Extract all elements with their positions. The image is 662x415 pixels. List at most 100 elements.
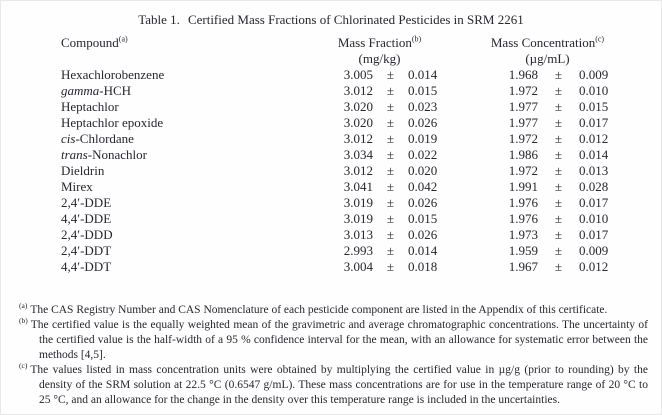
footnote-c-text: The values listed in mass concentration … <box>30 364 648 406</box>
compound-italic-prefix: cis <box>61 131 76 146</box>
mass-concentration-uncertainty: 0.017 <box>579 115 609 130</box>
table-body: Hexachlorobenzene 3.005 ± 0.014 1.968 ± … <box>61 67 619 275</box>
plus-minus-sign: ± <box>554 243 563 258</box>
mass-fraction-value: 3.005 <box>343 67 373 82</box>
compound-name: Dieldrin <box>61 163 105 178</box>
footnote-a-marker: (a) <box>19 301 28 311</box>
mass-concentration-uncertainty: 0.009 <box>579 243 609 258</box>
mass-concentration-value: 1.991 <box>508 179 538 194</box>
plus-minus-sign: ± <box>554 179 563 194</box>
column-gap <box>448 115 498 131</box>
mass-fraction-value: 3.034 <box>343 147 373 162</box>
mass-concentration-uncertainty: 0.017 <box>579 227 609 242</box>
mass-concentration-uncertainty: 0.013 <box>579 163 609 178</box>
column-gap <box>448 195 498 211</box>
column-gap <box>448 131 498 147</box>
mass-fraction-value: 3.013 <box>343 227 373 242</box>
compound-name-cell: Dieldrin <box>61 163 333 179</box>
compound-italic-prefix: trans <box>61 147 88 162</box>
compound-name-cell: 2,4′-DDT <box>61 243 333 259</box>
table-row: 4,4′-DDT 3.004 ± 0.018 1.967 ± 0.012 <box>61 259 619 275</box>
mass-fraction-uncertainty: 0.014 <box>408 67 438 82</box>
footnote-b: (b) The certified value is the equally we… <box>19 317 648 363</box>
compound-column-header: Compound(a) <box>61 35 333 67</box>
table-row: Heptachlor epoxide 3.020 ± 0.026 1.977 ±… <box>61 115 619 131</box>
compound-name-cell: Heptachlor <box>61 99 333 115</box>
plus-minus-sign: ± <box>554 115 563 130</box>
plus-minus-sign: ± <box>386 179 395 194</box>
plus-minus-sign: ± <box>386 147 395 162</box>
mass-concentration-uncertainty: 0.015 <box>579 99 609 114</box>
table-row: trans-Nonachlor 3.034 ± 0.022 1.986 ± 0.… <box>61 147 619 163</box>
mass-fraction-uncertainty: 0.014 <box>408 243 438 258</box>
plus-minus-sign: ± <box>554 163 563 178</box>
mass-fraction-value: 3.019 <box>343 195 373 210</box>
mass-concentration-value: 1.976 <box>508 195 538 210</box>
mass-concentration-unit: (µg/mL) <box>525 51 570 66</box>
plus-minus-sign: ± <box>386 243 395 258</box>
compound-name-cell: 4,4′-DDT <box>61 259 333 275</box>
table-row: gamma-HCH 3.012 ± 0.015 1.972 ± 0.010 <box>61 83 619 99</box>
mass-concentration-uncertainty: 0.028 <box>579 179 609 194</box>
column-gap <box>448 99 498 115</box>
compound-italic-prefix: gamma <box>61 83 100 98</box>
mass-concentration-value: 1.973 <box>508 227 538 242</box>
compound-name-cell: trans-Nonachlor <box>61 147 333 163</box>
mass-fraction-value: 3.020 <box>343 99 373 114</box>
compound-name-cell: 2,4′-DDE <box>61 195 333 211</box>
plus-minus-sign: ± <box>386 99 395 114</box>
compound-name: -Nonachlor <box>87 147 147 162</box>
table-row: 2,4′-DDD 3.013 ± 0.026 1.973 ± 0.017 <box>61 227 619 243</box>
table-title: Table 1. Certified Mass Fractions of Chlo… <box>1 12 661 28</box>
compound-name: Mirex <box>61 179 93 194</box>
table-row: 2,4′-DDE 3.019 ± 0.026 1.976 ± 0.017 <box>61 195 619 211</box>
plus-minus-sign: ± <box>386 211 395 226</box>
mass-fraction-column-header: Mass Fraction(b) (mg/kg) <box>333 35 448 67</box>
column-gap <box>448 67 498 83</box>
mass-fraction-uncertainty: 0.026 <box>408 227 438 242</box>
compound-name: Heptachlor <box>61 99 119 114</box>
table-row: cis-Chlordane 3.012 ± 0.019 1.972 ± 0.01… <box>61 131 619 147</box>
mass-fraction-uncertainty: 0.026 <box>408 195 438 210</box>
mass-concentration-value: 1.959 <box>508 243 538 258</box>
mass-fraction-value: 3.004 <box>343 259 373 274</box>
plus-minus-sign: ± <box>554 259 563 274</box>
plus-minus-sign: ± <box>554 227 563 242</box>
mass-concentration-value: 1.976 <box>508 211 538 226</box>
column-gap <box>448 211 498 227</box>
mass-fraction-value: 2.993 <box>343 243 373 258</box>
mass-fraction-uncertainty: 0.018 <box>408 259 438 274</box>
table-row: 2,4′-DDT 2.993 ± 0.014 1.959 ± 0.009 <box>61 243 619 259</box>
plus-minus-sign: ± <box>554 211 563 226</box>
mass-fraction-value: 3.019 <box>343 211 373 226</box>
mass-concentration-value: 1.972 <box>508 131 538 146</box>
table-number: Table 1. <box>138 12 180 27</box>
compound-name: 4,4′-DDT <box>61 259 112 274</box>
mass-concentration-uncertainty: 0.012 <box>579 131 609 146</box>
compound-header-footnote-marker: (a) <box>118 34 128 44</box>
plus-minus-sign: ± <box>386 195 395 210</box>
mass-fraction-header-label: Mass Fraction(b) <box>337 34 422 50</box>
table-row: Heptachlor 3.020 ± 0.023 1.977 ± 0.015 <box>61 99 619 115</box>
mass-fraction-value: 3.012 <box>343 83 373 98</box>
mass-fraction-uncertainty: 0.026 <box>408 115 438 130</box>
mass-fraction-uncertainty: 0.023 <box>408 99 438 114</box>
compound-name: Heptachlor epoxide <box>61 115 164 130</box>
mass-concentration-uncertainty: 0.012 <box>579 259 609 274</box>
mass-concentration-column-header: Mass Concentration(c) (µg/mL) <box>491 35 619 67</box>
mass-concentration-header-label: Mass Concentration(c) <box>490 34 605 50</box>
mass-concentration-value: 1.977 <box>508 99 538 114</box>
mass-fraction-uncertainty: 0.042 <box>408 179 438 194</box>
plus-minus-sign: ± <box>554 131 563 146</box>
compound-name-cell: cis-Chlordane <box>61 131 333 147</box>
mass-concentration-footnote-marker: (c) <box>595 34 605 44</box>
plus-minus-sign: ± <box>386 163 395 178</box>
header-row: Compound(a) Mass Fraction(b) (mg/kg) Mas… <box>61 35 619 67</box>
footnote-c: (c) The values listed in mass concentrati… <box>19 362 648 408</box>
compound-name-cell: Heptachlor epoxide <box>61 115 333 131</box>
mass-fraction-footnote-marker: (b) <box>411 34 422 44</box>
compound-name-cell: Hexachlorobenzene <box>61 67 333 83</box>
certified-values-table: Compound(a) Mass Fraction(b) (mg/kg) Mas… <box>61 35 619 275</box>
footnote-b-text: The certified value is the equally weigh… <box>30 319 648 361</box>
